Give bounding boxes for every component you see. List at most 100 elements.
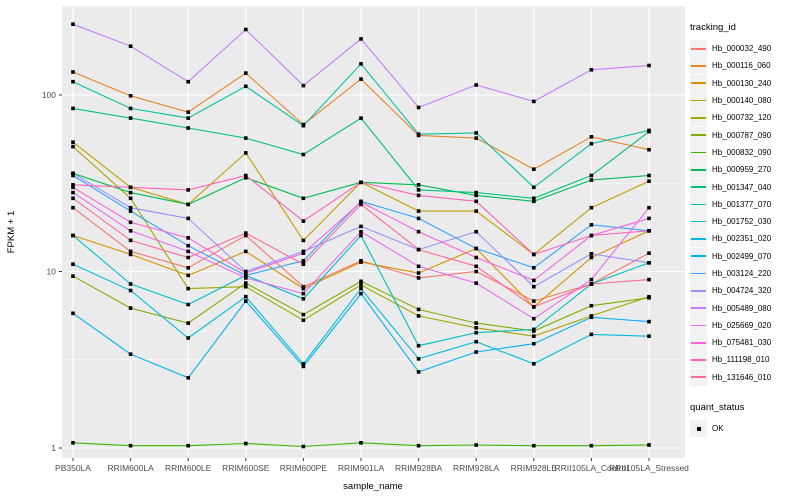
legend-key-swatch xyxy=(690,57,707,75)
data-point xyxy=(647,251,651,255)
legend-item-label: Hb_002499_070 xyxy=(712,251,772,261)
data-point xyxy=(416,370,421,374)
data-point xyxy=(128,94,133,98)
data-point xyxy=(71,196,75,201)
legend-item-label: Hb_001752_030 xyxy=(712,217,772,227)
data-point xyxy=(589,282,594,286)
legend-item-quant-OK: OK xyxy=(690,420,798,438)
legend-line-swatch xyxy=(691,376,706,379)
data-point xyxy=(186,321,190,325)
data-point xyxy=(301,219,306,223)
data-point xyxy=(359,180,363,185)
legend-item-label: Hb_001377_070 xyxy=(712,199,772,209)
data-point xyxy=(186,273,190,278)
data-point xyxy=(301,362,306,366)
data-point xyxy=(128,238,133,243)
legend-key-swatch xyxy=(690,126,707,144)
black-square-point-icon xyxy=(696,426,701,431)
data-point xyxy=(301,238,306,243)
data-point xyxy=(359,62,363,66)
data-point xyxy=(359,279,363,284)
legend-key-swatch xyxy=(690,213,707,231)
y-tick-label: 10 xyxy=(47,267,57,277)
data-point xyxy=(71,190,75,195)
data-point xyxy=(244,276,248,280)
data-point xyxy=(186,249,190,254)
data-point xyxy=(186,202,190,207)
data-point xyxy=(647,128,651,133)
legend-item-label: Hb_001347_040 xyxy=(712,182,772,192)
data-point xyxy=(474,321,478,325)
data-point xyxy=(474,136,478,140)
legend-item-label: Hb_131646_010 xyxy=(712,372,772,382)
x-axis-title: sample_name xyxy=(343,481,403,492)
data-point xyxy=(474,209,478,213)
data-point xyxy=(589,332,594,337)
data-point xyxy=(186,443,190,448)
data-point xyxy=(589,141,594,146)
data-point xyxy=(128,116,133,120)
legend-item-label: OK xyxy=(712,424,724,434)
data-point xyxy=(416,357,421,361)
data-point xyxy=(416,216,421,221)
data-point xyxy=(532,284,536,289)
data-point xyxy=(71,185,75,190)
legend-item-label: Hb_005489_080 xyxy=(712,303,772,313)
data-point xyxy=(186,336,190,340)
data-point xyxy=(244,441,248,446)
legend: tracking_id Hb_000032_490 Hb_000116_060 Hb… xyxy=(690,22,798,438)
data-point xyxy=(244,233,248,238)
x-tick-label: RRIM901LA xyxy=(338,463,385,473)
legend-line-swatch xyxy=(691,47,706,50)
x-tick-label: RRIM600LA xyxy=(107,463,154,473)
data-point xyxy=(128,205,133,210)
data-point xyxy=(186,302,190,307)
data-point xyxy=(186,110,190,114)
data-point xyxy=(128,352,133,356)
legend-item-label: Hb_025669_020 xyxy=(712,320,772,330)
data-point xyxy=(359,260,363,264)
data-point xyxy=(71,274,75,278)
data-point xyxy=(71,79,75,84)
legend-item-label: Hb_000959_270 xyxy=(712,165,772,175)
data-point xyxy=(359,200,363,204)
data-point xyxy=(71,441,75,445)
legend-title-quant-status: quant_status xyxy=(690,401,745,413)
data-point xyxy=(244,281,248,285)
legend-key-swatch xyxy=(690,351,707,369)
data-point xyxy=(301,364,306,369)
x-tick-label: PB350LA xyxy=(55,463,91,473)
data-point xyxy=(301,318,306,322)
data-point xyxy=(589,135,594,139)
data-point xyxy=(359,229,363,234)
data-point xyxy=(532,266,536,270)
legend-key-swatch xyxy=(690,74,707,92)
data-point xyxy=(71,22,75,26)
data-point xyxy=(416,443,421,448)
data-point xyxy=(359,233,363,238)
y-axis-title: FPKM + 1 xyxy=(6,211,17,254)
data-point xyxy=(474,350,478,354)
data-point xyxy=(128,252,133,257)
data-point xyxy=(532,199,536,204)
data-point xyxy=(128,190,133,195)
data-point xyxy=(244,84,248,89)
data-point xyxy=(647,296,651,300)
legend-item-Hb_000130_240: Hb_000130_240 xyxy=(690,74,798,92)
data-point xyxy=(532,185,536,190)
data-point xyxy=(474,190,478,195)
data-point xyxy=(589,315,594,320)
legend-item-Hb_001347_040: Hb_001347_040 xyxy=(690,178,798,196)
data-point xyxy=(532,196,536,201)
data-point xyxy=(186,376,190,380)
legend-line-swatch xyxy=(691,65,706,67)
data-point xyxy=(416,132,421,136)
data-point xyxy=(301,251,306,255)
data-point xyxy=(416,271,421,275)
legend-item-Hb_000959_270: Hb_000959_270 xyxy=(690,161,798,179)
legend-item-label: Hb_000116_060 xyxy=(712,61,771,71)
data-point xyxy=(71,205,75,210)
data-point xyxy=(532,305,536,309)
data-point xyxy=(244,175,248,180)
data-point xyxy=(647,216,651,221)
